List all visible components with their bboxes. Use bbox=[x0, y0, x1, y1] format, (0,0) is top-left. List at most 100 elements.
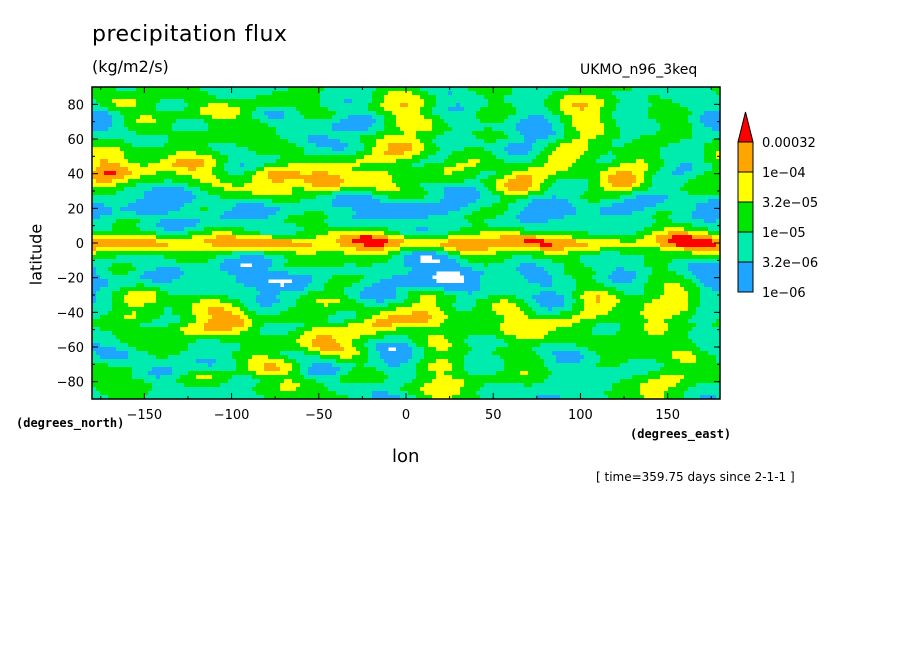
precip-cell bbox=[612, 111, 617, 116]
precip-cell bbox=[708, 183, 713, 188]
precip-cell bbox=[564, 139, 569, 144]
precip-cell bbox=[536, 167, 541, 172]
precip-cell bbox=[492, 143, 497, 148]
precip-cell bbox=[492, 191, 497, 196]
precip-cell bbox=[292, 127, 297, 132]
precip-cell bbox=[216, 151, 221, 156]
precip-cell bbox=[460, 159, 465, 164]
precip-cell bbox=[364, 95, 369, 100]
precip-cell bbox=[168, 139, 173, 144]
precip-cell bbox=[360, 107, 365, 112]
precip-cell bbox=[612, 87, 617, 92]
precip-cell bbox=[492, 203, 497, 208]
precip-cell bbox=[560, 187, 565, 192]
precip-cell bbox=[100, 207, 105, 212]
precip-cell bbox=[604, 203, 609, 208]
precip-cell bbox=[352, 115, 357, 120]
precip-cell bbox=[316, 203, 321, 208]
precip-cell bbox=[712, 143, 717, 148]
precip-cell bbox=[668, 99, 673, 104]
precip-cell bbox=[240, 95, 245, 100]
precip-cell bbox=[528, 199, 533, 204]
precip-cell bbox=[476, 127, 481, 132]
precip-cell bbox=[520, 111, 525, 116]
precip-cell bbox=[420, 107, 425, 112]
precip-cell bbox=[388, 171, 393, 176]
precip-cell bbox=[136, 127, 141, 132]
precip-cell bbox=[580, 171, 585, 176]
precip-cell bbox=[560, 143, 565, 148]
precip-cell bbox=[144, 159, 149, 164]
precip-cell bbox=[420, 147, 425, 152]
precip-cell bbox=[180, 107, 185, 112]
precip-cell bbox=[508, 111, 513, 116]
precip-cell bbox=[572, 123, 577, 128]
precip-cell bbox=[684, 167, 689, 172]
precip-cell bbox=[580, 87, 585, 92]
precip-cell bbox=[376, 183, 381, 188]
precip-cell bbox=[180, 191, 185, 196]
precip-cell bbox=[548, 171, 553, 176]
precip-cell bbox=[392, 143, 397, 148]
precip-cell bbox=[484, 123, 489, 128]
precip-cell bbox=[232, 171, 237, 176]
precip-cell bbox=[488, 123, 493, 128]
precip-cell bbox=[612, 171, 617, 176]
precip-cell bbox=[104, 103, 109, 108]
precip-cell bbox=[476, 207, 481, 212]
precip-cell bbox=[596, 119, 601, 124]
precip-cell bbox=[312, 95, 317, 100]
precip-cell bbox=[644, 155, 649, 160]
precip-cell bbox=[300, 191, 305, 196]
precip-cell bbox=[544, 95, 549, 100]
precip-cell bbox=[632, 187, 637, 192]
precip-cell bbox=[648, 159, 653, 164]
precip-cell bbox=[204, 91, 209, 96]
precip-cell bbox=[300, 199, 305, 204]
precip-cell bbox=[584, 131, 589, 136]
precip-cell bbox=[188, 199, 193, 204]
precip-cell bbox=[136, 195, 141, 200]
precip-cell bbox=[616, 119, 621, 124]
precip-cell bbox=[676, 119, 681, 124]
precip-cell bbox=[100, 175, 105, 180]
precip-cell bbox=[344, 147, 349, 152]
precip-cell bbox=[208, 171, 213, 176]
precip-cell bbox=[456, 95, 461, 100]
precip-cell bbox=[104, 115, 109, 120]
precip-cell bbox=[344, 163, 349, 168]
precip-cell bbox=[616, 187, 621, 192]
precip-cell bbox=[348, 155, 353, 160]
precip-cell bbox=[540, 107, 545, 112]
precip-cell bbox=[332, 135, 337, 140]
precip-cell bbox=[468, 99, 473, 104]
precip-cell bbox=[596, 99, 601, 104]
precip-cell bbox=[388, 163, 393, 168]
precip-cell bbox=[416, 163, 421, 168]
precip-cell bbox=[228, 199, 233, 204]
precip-cell bbox=[164, 155, 169, 160]
precip-cell bbox=[492, 151, 497, 156]
precip-cell bbox=[156, 207, 161, 212]
precip-cell bbox=[188, 147, 193, 152]
precip-cell bbox=[692, 203, 697, 208]
precip-cell bbox=[692, 183, 697, 188]
precip-cell bbox=[700, 91, 705, 96]
precip-cell bbox=[184, 183, 189, 188]
precip-cell bbox=[568, 143, 573, 148]
precip-cell bbox=[544, 187, 549, 192]
precip-cell bbox=[660, 107, 665, 112]
precip-cell bbox=[304, 203, 309, 208]
precip-cell bbox=[384, 195, 389, 200]
precip-cell bbox=[344, 107, 349, 112]
precip-cell bbox=[708, 163, 713, 168]
precip-cell bbox=[544, 119, 549, 124]
precip-cell bbox=[688, 131, 693, 136]
precip-cell bbox=[320, 111, 325, 116]
precip-cell bbox=[464, 203, 469, 208]
precip-cell bbox=[556, 167, 561, 172]
precip-cell bbox=[288, 103, 293, 108]
precip-cell bbox=[408, 119, 413, 124]
precip-cell bbox=[392, 131, 397, 136]
precip-cell bbox=[380, 143, 385, 148]
